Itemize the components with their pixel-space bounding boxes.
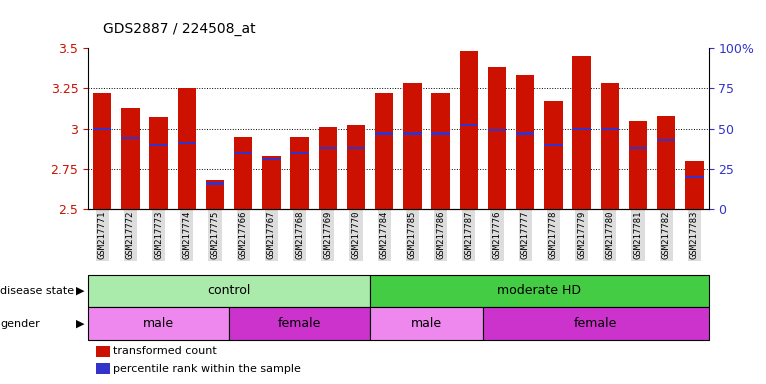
Bar [93, 93, 111, 209]
Bar [572, 127, 591, 130]
Bar [88, 307, 229, 340]
Bar [206, 182, 224, 185]
Text: transformed count: transformed count [113, 346, 216, 356]
Bar [483, 307, 709, 340]
Bar [460, 51, 478, 209]
Bar [572, 56, 591, 209]
Bar [290, 137, 309, 209]
Bar [347, 126, 365, 209]
Bar [516, 75, 535, 209]
Bar [262, 156, 280, 209]
Bar [375, 93, 394, 209]
Bar [88, 275, 370, 307]
Bar [149, 144, 168, 146]
Bar [229, 307, 370, 340]
Text: disease state: disease state [0, 286, 74, 296]
Bar [319, 147, 337, 149]
Bar [488, 129, 506, 131]
Text: female: female [278, 317, 321, 330]
Text: male: male [411, 317, 442, 330]
Bar [403, 132, 421, 134]
Bar [431, 93, 450, 209]
Bar [234, 137, 252, 209]
Bar [657, 139, 676, 141]
Text: moderate HD: moderate HD [497, 285, 581, 297]
Bar [93, 127, 111, 130]
Bar [516, 132, 535, 134]
Bar [319, 127, 337, 209]
Bar [370, 275, 709, 307]
Bar [121, 108, 139, 209]
Bar [545, 101, 562, 209]
Bar [403, 83, 421, 209]
Bar [431, 132, 450, 134]
Bar [370, 307, 483, 340]
Text: percentile rank within the sample: percentile rank within the sample [113, 364, 300, 374]
Bar [545, 144, 562, 146]
Bar [460, 124, 478, 126]
Text: gender: gender [0, 318, 40, 329]
Text: male: male [143, 317, 174, 330]
Text: ▶: ▶ [76, 318, 84, 329]
Text: GDS2887 / 224508_at: GDS2887 / 224508_at [103, 23, 256, 36]
Bar [601, 83, 619, 209]
Bar [629, 147, 647, 149]
Text: ▶: ▶ [76, 286, 84, 296]
Text: control: control [208, 285, 250, 297]
Bar [686, 176, 704, 178]
Bar [657, 116, 676, 209]
Bar [121, 137, 139, 139]
Bar [629, 121, 647, 209]
Bar [375, 132, 394, 134]
Bar [149, 118, 168, 209]
Text: female: female [574, 317, 617, 330]
Bar [290, 152, 309, 154]
Bar [178, 88, 196, 209]
Bar [347, 147, 365, 149]
Bar [178, 142, 196, 144]
Bar [234, 152, 252, 154]
Bar [206, 180, 224, 209]
Bar [488, 67, 506, 209]
Bar [686, 161, 704, 209]
Bar [601, 127, 619, 130]
Bar [262, 158, 280, 161]
